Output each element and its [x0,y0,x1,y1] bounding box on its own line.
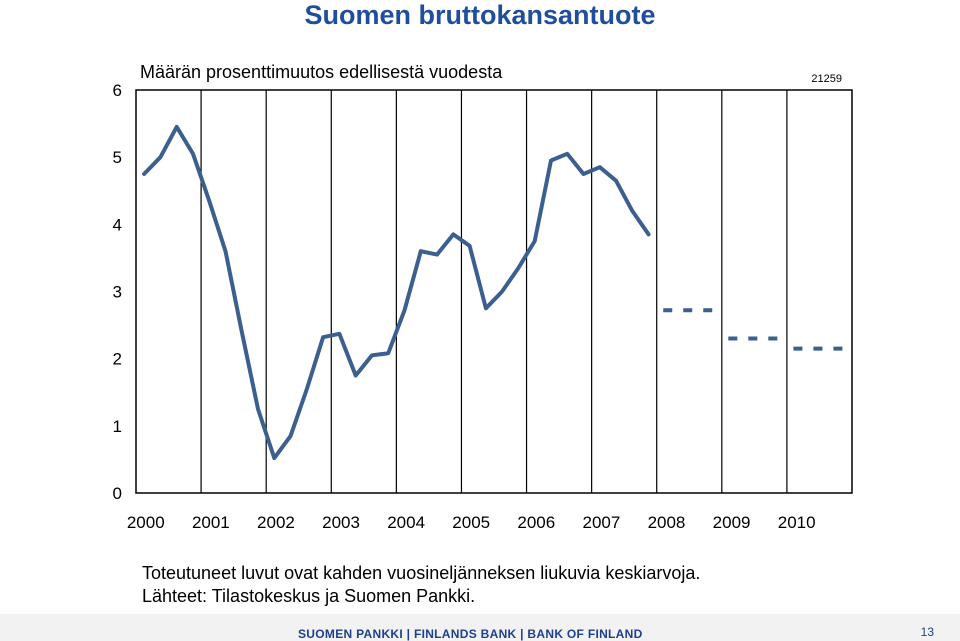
plot-area [135,89,853,494]
y-axis-label: Määrän prosenttimuutos edellisestä vuode… [140,62,503,82]
vertical-gridlines [200,90,788,493]
note-sources: Lähteet: Tilastokeskus ja Suomen Pankki. [142,586,476,606]
y-tick-label: 2 [113,350,122,369]
x-tick-label: 2007 [582,513,620,532]
x-tick-label: 2004 [387,513,425,532]
x-tick-label: 2010 [778,513,816,532]
page-number: 13 [920,625,934,639]
note-moving-average: Toteutuneet luvut ovat kahden vuosineljä… [142,563,701,583]
y-tick-label: 3 [113,283,122,302]
y-axis-ticks: 0 1 2 3 4 5 6 [113,81,122,503]
x-tick-label: 2003 [322,513,360,532]
y-tick-label: 0 [113,484,122,503]
y-tick-label: 6 [113,81,122,100]
x-axis-ticks: 2000 2001 2002 2003 2004 2005 2006 2007 2008 2009… [127,513,816,532]
series-layer [142,124,846,461]
series-code: 21259 [811,73,842,85]
y-tick-label: 1 [113,417,122,436]
x-tick-label: 2002 [257,513,295,532]
x-tick-label: 2008 [648,513,686,532]
footer-bar [0,614,960,641]
x-tick-label: 2006 [517,513,555,532]
page-title: Suomen bruttokansantuote [304,0,656,30]
footer-brand: SUOMEN PANKKI | FINLANDS BANK | BANK OF … [298,627,643,641]
x-tick-label: 2000 [127,513,165,532]
x-tick-label: 2005 [452,513,490,532]
x-tick-label: 2009 [713,513,751,532]
gdp-actual-line [142,124,651,461]
y-tick-label: 4 [113,215,122,234]
x-tick-label: 2001 [192,513,230,532]
y-tick-label: 5 [113,148,122,167]
chart-notes: Toteutuneet luvut ovat kahden vuosineljä… [142,562,700,608]
